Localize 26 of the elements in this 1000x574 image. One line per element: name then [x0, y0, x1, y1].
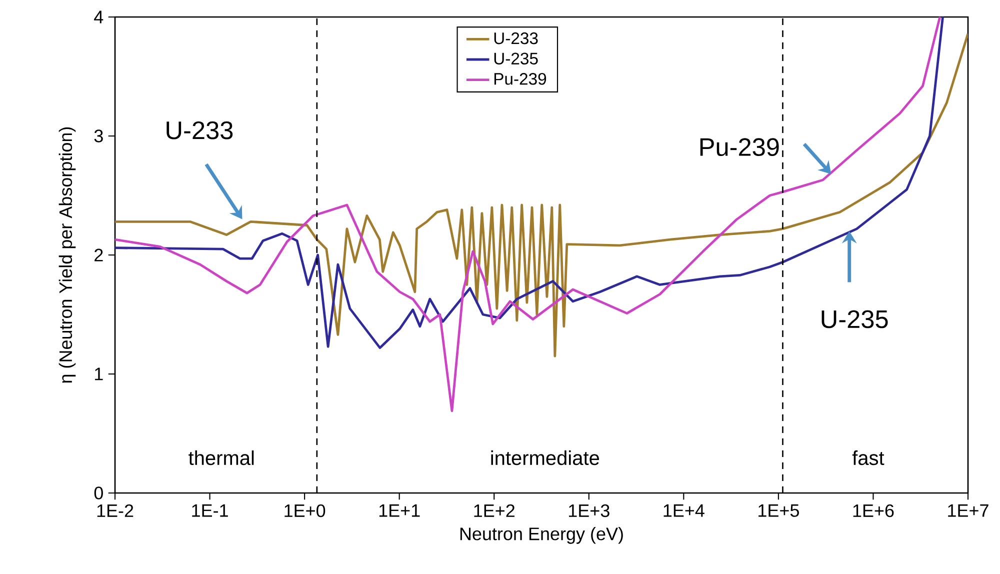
x-tick-label: 1E+3 — [569, 504, 610, 518]
annotation: fast — [852, 450, 884, 466]
annotation: thermal — [188, 450, 254, 466]
annotation: intermediate — [491, 450, 600, 466]
x-tick-label: 1E+1 — [379, 504, 420, 517]
annotation: U-233 — [166, 121, 233, 140]
x-tick-label: 1E+4 — [664, 504, 704, 517]
y-tick-label: 1 — [95, 368, 103, 380]
y-axis-title: η (Neutron Yield per Absorption) — [58, 127, 76, 383]
y-tick-label: 4 — [94, 10, 104, 24]
x-tick-label: 1E+7 — [948, 504, 988, 517]
legend-label: Pu-239 — [494, 73, 546, 85]
y-tick-label: 0 — [94, 486, 103, 500]
x-tick-label: 1E+0 — [284, 504, 326, 518]
legend-label: U-235 — [494, 52, 538, 64]
annotation: Pu-239 — [700, 138, 779, 156]
y-tick-label: 3 — [94, 130, 103, 142]
x-tick-label: 1E+5 — [758, 504, 799, 517]
x-tick-label: 1E+6 — [853, 504, 894, 518]
x-tick-label: 1E+2 — [474, 504, 514, 517]
y-tick-label: 2 — [94, 248, 103, 262]
x-tick-label: 1E-1 — [192, 504, 228, 517]
x-tick-label: 1E-2 — [97, 504, 134, 517]
x-axis-title: Neutron Energy (eV) — [460, 527, 623, 544]
legend-label: U-233 — [494, 32, 538, 44]
annotation: U-235 — [822, 310, 888, 328]
